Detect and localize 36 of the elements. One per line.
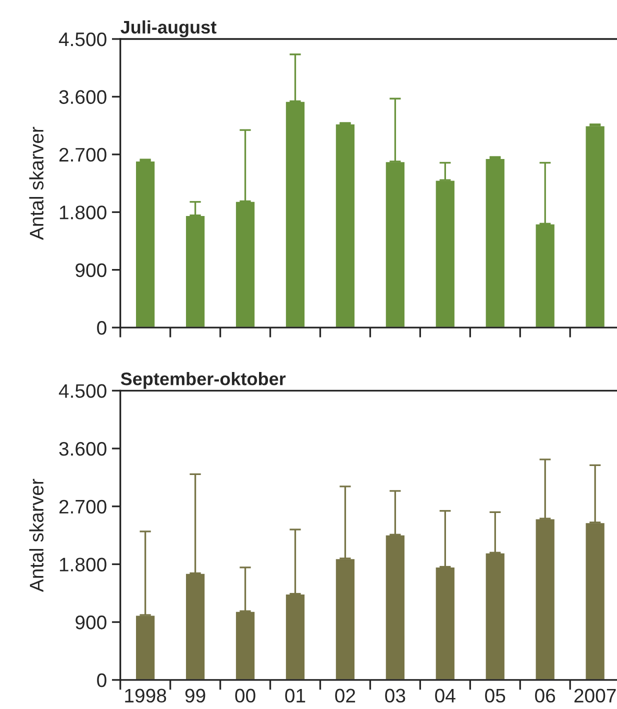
y-tick-label: 2.700 (59, 148, 106, 162)
bar (334, 122, 356, 328)
chart-title: Juli-august (120, 20, 216, 38)
y-tick-label: 1.800 (60, 558, 106, 572)
y-tick-label: 4.500 (58, 32, 106, 46)
y-tick-label: 3.600 (59, 442, 106, 456)
y-tick-label: 900 (76, 616, 106, 630)
y-tick-label: 4.500 (58, 384, 106, 398)
y-tick-label: 0 (97, 673, 106, 688)
x-tick-label: 01 (285, 688, 306, 703)
y-tick-label: 3.600 (59, 90, 106, 104)
y-axis-title: Antal skarver (29, 478, 44, 592)
bar (134, 614, 156, 680)
x-tick-label: 2007 (574, 688, 616, 703)
y-tick-label: 0 (97, 321, 106, 335)
y-tick-label: 1.800 (60, 206, 106, 220)
bar (484, 158, 506, 328)
y-axis-title: Antal skarver (29, 126, 44, 240)
bar (534, 518, 556, 680)
x-tick-label: 05 (485, 688, 506, 703)
bar (584, 522, 606, 680)
bar (584, 124, 606, 328)
bar (434, 179, 456, 328)
x-tick-label: 00 (235, 688, 256, 703)
x-tick-label: 03 (385, 688, 406, 703)
x-tick-label: 02 (335, 688, 356, 703)
x-tick-label: 04 (435, 688, 456, 703)
x-tick-label: 06 (535, 688, 556, 703)
bar (384, 160, 406, 328)
bar (334, 558, 356, 680)
y-tick-label: 2.700 (59, 500, 106, 514)
bar (134, 160, 156, 328)
y-tick-label: 900 (76, 263, 106, 278)
x-tick-label: 99 (185, 688, 206, 703)
x-tick-label: 1998 (125, 688, 166, 703)
chart-title: September-oktober (120, 372, 286, 389)
